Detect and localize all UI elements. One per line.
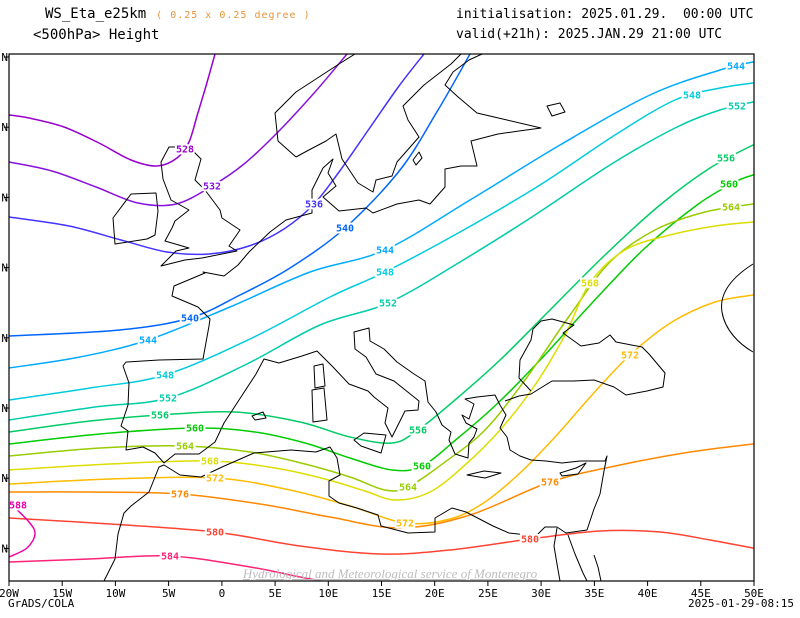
contour-label-572: 572 <box>206 474 224 485</box>
contour-label-584: 584 <box>161 552 179 563</box>
coast-mediterranean-balkans <box>163 327 501 464</box>
y-tick-label: N <box>1 332 8 345</box>
contour-line-580 <box>9 517 754 555</box>
init-time: initialisation: 2025.01.29. 00:00 UTC <box>456 7 754 22</box>
x-tick-label: 0 <box>219 587 226 600</box>
contour-label-556: 556 <box>409 426 427 437</box>
contour-label-564: 564 <box>176 442 194 453</box>
contour-label-572: 572 <box>396 519 414 530</box>
valid-time: valid(+21h): 2025.JAN.29 21:00 UTC <box>456 27 723 42</box>
contour-label-568: 568 <box>581 279 599 290</box>
y-tick-label: N <box>1 51 8 64</box>
contour-label-540: 540 <box>181 314 199 325</box>
contour-label-580: 580 <box>521 535 539 546</box>
contour-label-580: 580 <box>206 528 224 539</box>
resolution-note: ( 0.25 x 0.25 degree ) <box>156 10 311 21</box>
x-tick-label: 15E <box>372 587 392 600</box>
contour-line-552 <box>9 101 754 421</box>
contour-label-536: 536 <box>305 200 323 211</box>
contour-layer <box>9 54 754 581</box>
coast-anatolia-north-africa <box>103 404 608 581</box>
contour-label-556: 556 <box>717 154 735 165</box>
y-tick-label: N <box>1 402 8 415</box>
contour-label-560: 560 <box>720 180 738 191</box>
y-tick-label: N <box>1 191 8 204</box>
x-tick-label: 25E <box>478 587 498 600</box>
contour-line-540 <box>9 54 471 337</box>
creation-timestamp: 2025-01-29-08:15 <box>688 597 794 610</box>
contour-line-560 <box>9 174 754 472</box>
contour-line-532 <box>9 54 348 207</box>
contour-line-564 <box>9 203 754 492</box>
contour-label-576: 576 <box>541 478 559 489</box>
contour-line-576 <box>9 443 754 529</box>
contour-label-544: 544 <box>727 62 745 73</box>
field-title: <500hPa> Height <box>33 27 160 43</box>
y-tick-label: N <box>1 472 8 485</box>
header-line-1: WS_Eta_e25km ( 0.25 x 0.25 degree ) <box>45 6 311 22</box>
contour-line-568 <box>9 221 754 501</box>
contour-line-528 <box>9 54 216 167</box>
contour-label-544: 544 <box>376 246 394 257</box>
coast-redsea-nile-caspian <box>553 263 754 581</box>
y-tick-label: N <box>1 542 8 555</box>
contour-line-588 <box>9 501 36 558</box>
x-tick-label: 45E <box>691 587 711 600</box>
contour-label-560: 560 <box>186 424 204 435</box>
x-tick-label: 30E <box>531 587 551 600</box>
contour-label-548: 548 <box>376 268 394 279</box>
contour-label-544: 544 <box>139 336 157 347</box>
contour-label-576: 576 <box>171 490 189 501</box>
axis-layer: 20W 15W 10W 5W 0 5E 10E 15E 20E 25E 30E 35E 40E 45E 50… <box>0 51 764 600</box>
coast-scandinavia <box>274 54 462 193</box>
contour-line-548 <box>9 82 754 401</box>
y-tick-label: N <box>1 262 8 275</box>
coast-islands <box>251 102 587 479</box>
contour-label-588: 588 <box>9 501 27 512</box>
contour-line-572 <box>9 294 754 525</box>
x-tick-label: 20E <box>425 587 445 600</box>
y-tick-label: N <box>1 121 8 134</box>
contour-label-528: 528 <box>176 145 194 156</box>
contour-label-548: 548 <box>683 91 701 102</box>
contour-line-584 <box>9 554 322 581</box>
contour-label-532: 532 <box>203 182 221 193</box>
contour-line-556 <box>9 144 754 444</box>
watermark: Hydrological and Meteorological service … <box>242 566 538 581</box>
coast-atlantic-baltic <box>120 54 542 464</box>
contour-label-548: 548 <box>156 371 174 382</box>
contour-label-layer: 528 532 536 540 540 544 544 544 548 548 548 552 552 5… <box>7 60 748 565</box>
x-tick-label: 40E <box>638 587 658 600</box>
contour-label-564: 564 <box>722 203 740 214</box>
coast-black-sea <box>504 318 666 402</box>
contour-label-552: 552 <box>159 394 177 405</box>
contour-line-544 <box>9 61 754 369</box>
contour-label-552: 552 <box>379 299 397 310</box>
model-name: WS_Eta_e25km <box>45 6 147 22</box>
x-tick-label: 50E <box>744 587 764 600</box>
grads-credit: GrADS/COLA <box>8 597 75 610</box>
contour-label-560: 560 <box>413 462 431 473</box>
x-tick-label: 10W <box>105 587 125 600</box>
contour-label-540: 540 <box>336 224 354 235</box>
x-tick-label: 15W <box>52 587 72 600</box>
contour-label-568: 568 <box>201 457 219 468</box>
contour-label-556: 556 <box>151 411 169 422</box>
coastlines <box>103 54 754 581</box>
contour-label-572: 572 <box>621 351 639 362</box>
x-tick-label: 35E <box>584 587 604 600</box>
x-tick-label: 10E <box>318 587 338 600</box>
coast-british-isles <box>112 146 241 267</box>
map-frame <box>8 53 755 582</box>
contour-line-536 <box>9 54 425 256</box>
contour-label-552: 552 <box>728 102 746 113</box>
contour-label-564: 564 <box>399 483 417 494</box>
x-tick-label: 5W <box>162 587 176 600</box>
x-tick-label: 5E <box>268 587 281 600</box>
x-tick-label: 20W <box>0 587 19 600</box>
